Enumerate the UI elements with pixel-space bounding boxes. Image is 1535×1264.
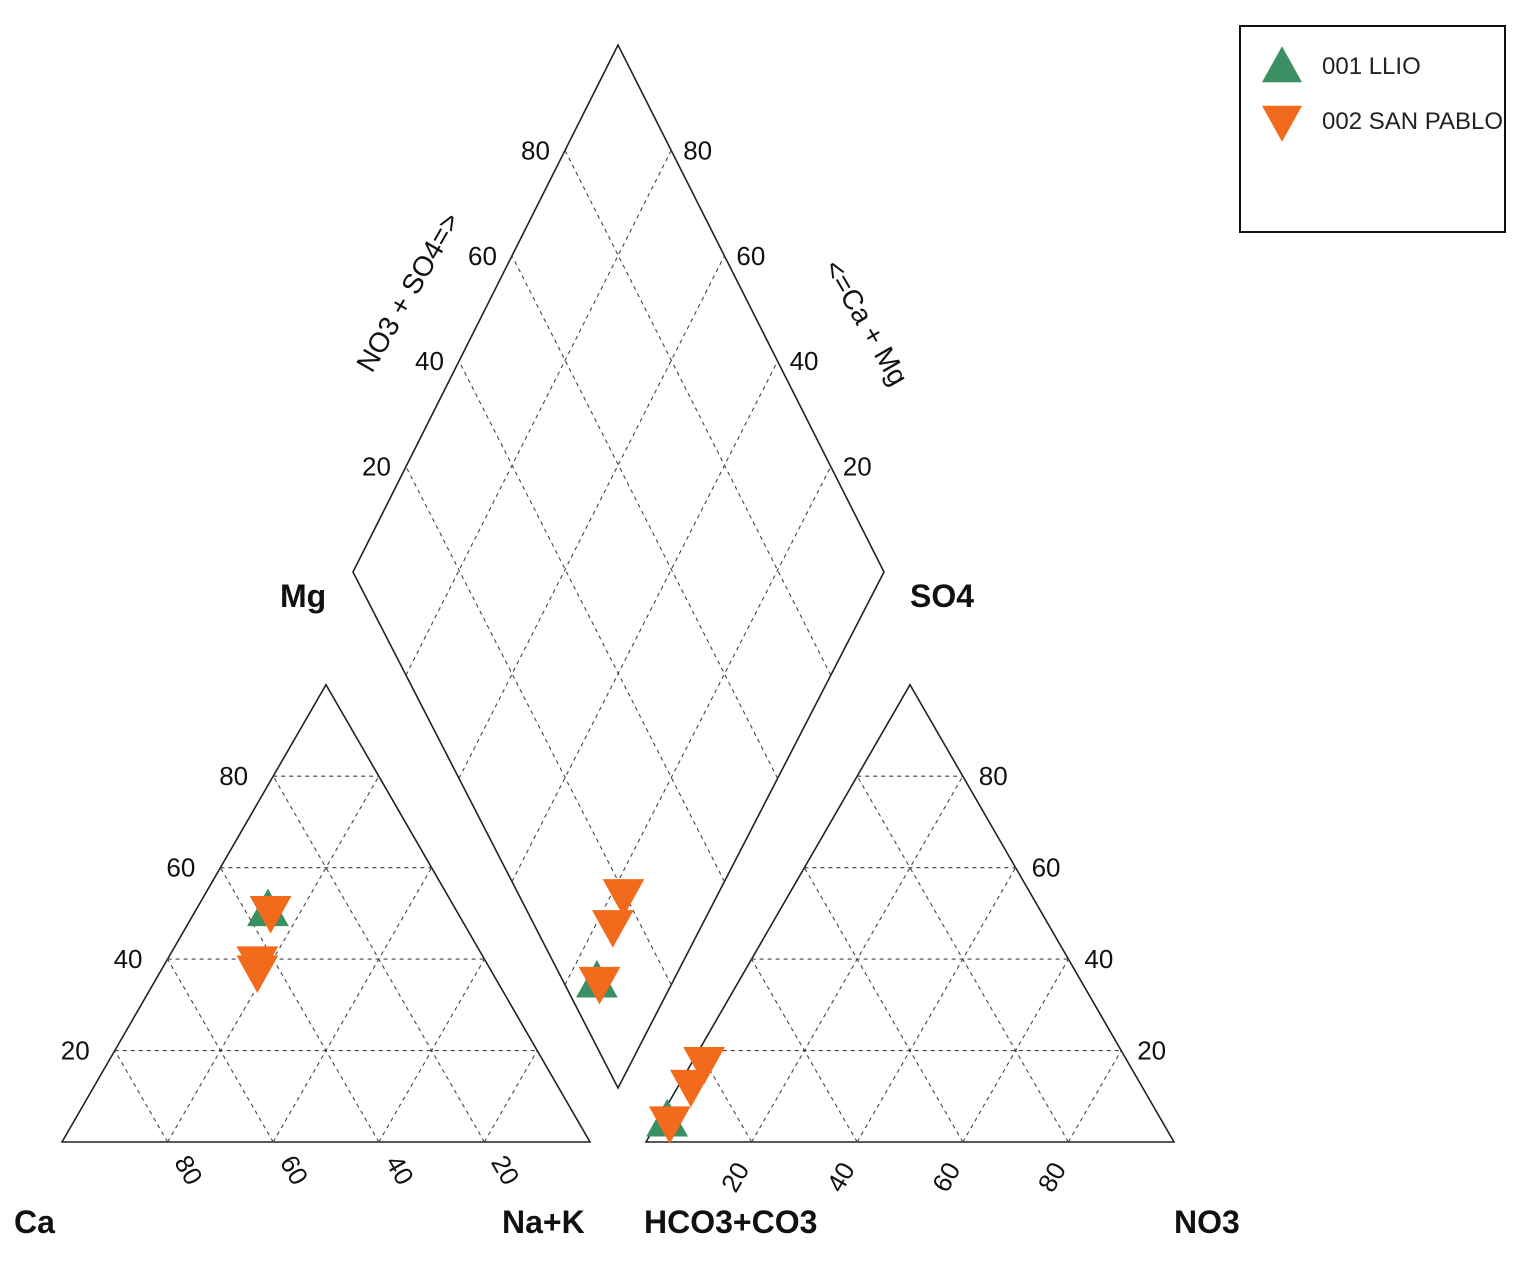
anion-grid-hco3	[803, 867, 964, 1143]
data-points	[236, 879, 725, 1144]
corner-mg: Mg	[280, 578, 326, 614]
anion-bottom-tick: 40	[820, 1157, 860, 1197]
diamond-right-tick: 40	[790, 346, 819, 376]
cation-grid-na	[114, 1050, 169, 1143]
diamond-left-tick: 20	[362, 452, 391, 482]
cation-grid-na	[167, 958, 274, 1143]
cation-left-tick: 80	[219, 761, 248, 791]
legend-label-llio: 001 LLIO	[1322, 53, 1421, 80]
cation-grid-na	[272, 775, 485, 1143]
diamond-grid-a	[511, 360, 779, 882]
legend-marker-llio	[1262, 46, 1302, 83]
anion-right-tick: 80	[979, 761, 1008, 791]
corner-so4: SO4	[910, 578, 974, 614]
diamond-grid-b	[564, 150, 832, 676]
diamond-grid-b	[511, 255, 779, 779]
anion-bottom-tick: 80	[1032, 1157, 1072, 1197]
anion-right-tick: 40	[1084, 944, 1113, 974]
anion-point-002-san-pablo	[648, 1106, 691, 1144]
anion-bottom-tick: 60	[926, 1157, 966, 1197]
cation-bottom-tick: 40	[380, 1150, 420, 1190]
diamond-right-tick: 60	[736, 241, 765, 271]
diamond-left-tick: 80	[521, 135, 550, 165]
diamond-left-tick: 40	[415, 346, 444, 376]
anion-point-002-san-pablo	[670, 1069, 712, 1108]
cation-point-002-san-pablo	[236, 955, 279, 994]
tick-labels: 20 40 60 80 80 60 40 20 20 40 60 80 20 40 60 80 20 40 60 80…	[61, 135, 1166, 1197]
diamond-grid-a	[405, 150, 672, 676]
anion-grid-no3	[1067, 1050, 1122, 1143]
diamond-left-tick: 60	[468, 241, 497, 271]
cation-left-tick: 60	[166, 853, 195, 883]
cation-bottom-tick: 20	[485, 1150, 525, 1190]
cation-bottom-tick: 80	[168, 1150, 208, 1190]
cation-triangle-frame	[60, 683, 592, 1143]
cation-left-tick: 20	[61, 1036, 90, 1066]
anion-right-tick: 60	[1032, 853, 1061, 883]
anion-triangle-frame	[644, 683, 1176, 1143]
corner-hco3-co3: HCO3+CO3	[644, 1204, 817, 1240]
corner-ca: Ca	[14, 1204, 55, 1240]
anion-grid-hco3	[751, 958, 858, 1143]
diamond-point-002-san-pablo	[578, 966, 621, 1005]
frames	[60, 43, 1176, 1143]
diamond-point-002-san-pablo	[592, 910, 634, 948]
anion-bottom-tick: 20	[715, 1157, 755, 1197]
diamond-left-axis-label: NO3 + SO4=>	[350, 207, 466, 377]
cation-bottom-tick: 60	[274, 1150, 314, 1190]
legend-label-san-pablo: 002 SAN PABLO	[1322, 108, 1503, 135]
cation-grid-ca	[483, 1050, 538, 1143]
cation-grid-na	[219, 867, 380, 1143]
legend-marker-san-pablo	[1262, 105, 1302, 142]
diamond-grid-a	[458, 255, 725, 779]
corner-nak: Na+K	[502, 1204, 585, 1240]
anion-point-002-san-pablo	[683, 1046, 725, 1085]
diamond-point-002-san-pablo	[602, 879, 645, 917]
grid-lines	[114, 150, 1122, 1143]
diamond-grid-b	[458, 360, 725, 882]
cation-grid-ca	[272, 867, 433, 1143]
diamond-grid-a	[564, 466, 832, 986]
cation-point-002-san-pablo	[249, 896, 292, 934]
diamond-frame	[352, 43, 885, 1090]
diamond-right-tick: 80	[683, 135, 712, 165]
diamond-right-axis-label: <=Ca + Mg	[818, 255, 915, 391]
anion-right-tick: 20	[1137, 1036, 1166, 1066]
cation-left-tick: 40	[114, 944, 143, 974]
diamond-grid-b	[405, 466, 672, 986]
corner-no3: NO3	[1174, 1204, 1240, 1240]
anion-grid-hco3	[856, 775, 1069, 1143]
legend: 001 LLIO 002 SAN PABLO	[1239, 25, 1506, 233]
diamond-right-tick: 20	[843, 452, 872, 482]
anion-grid-no3	[856, 867, 1017, 1143]
